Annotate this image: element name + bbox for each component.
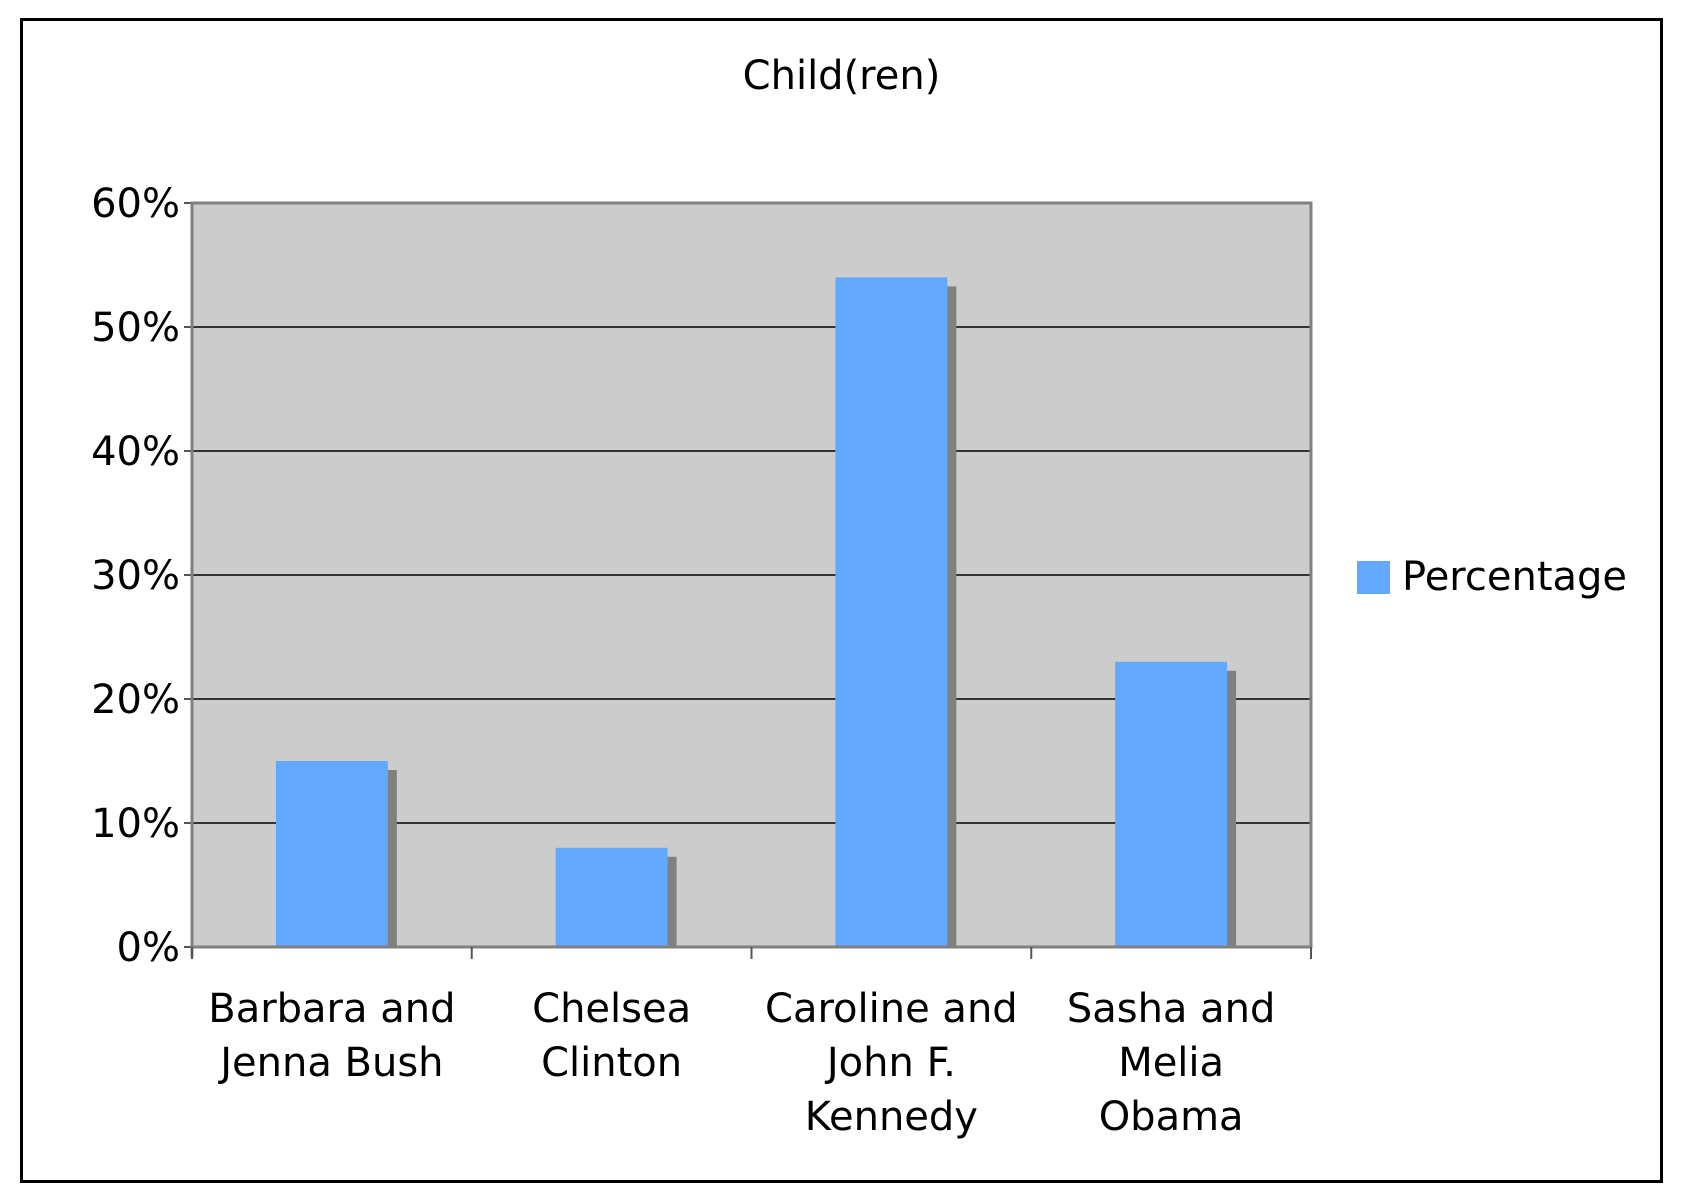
x-tick-label-line: Clinton [541, 1040, 683, 1086]
x-tick-label-line: Kennedy [804, 1094, 978, 1140]
legend: Percentage [1357, 553, 1627, 601]
y-tick-label: 0% [117, 925, 180, 971]
x-tick-label-line: Chelsea [532, 986, 692, 1032]
x-tick-label-line: Sasha and [1066, 986, 1276, 1032]
x-tick-label: Barbara and Jenna Bush [192, 982, 472, 1090]
bar [555, 847, 668, 947]
bar [1115, 661, 1228, 947]
legend-label: Percentage [1402, 554, 1628, 600]
y-tick-label: 40% [91, 429, 180, 475]
x-tick-label-line: Jenna Bush [220, 1040, 444, 1086]
x-tick-label: Caroline and John F. Kennedy [751, 982, 1031, 1144]
y-tick-label: 30% [91, 553, 180, 599]
y-tick-label: 50% [91, 305, 180, 351]
y-tick-label: 20% [91, 677, 180, 723]
x-tick-label-line: Caroline and [765, 986, 1018, 1032]
legend-swatch [1357, 560, 1390, 594]
x-tick-label-line: Melia [1118, 1040, 1225, 1086]
y-tick-label: 10% [91, 801, 180, 847]
x-tick-label-line: Obama [1098, 1094, 1244, 1140]
x-tick-label-line: Barbara and [208, 986, 456, 1032]
bar [835, 277, 948, 947]
y-tick-label: 60% [91, 181, 180, 227]
bar [275, 761, 388, 947]
x-tick-label: Chelsea Clinton [472, 982, 752, 1090]
x-tick-label-line: John F. [826, 1040, 956, 1086]
chart-title: Child(ren) [742, 53, 941, 99]
x-tick-label: Sasha and Melia Obama [1031, 982, 1311, 1144]
